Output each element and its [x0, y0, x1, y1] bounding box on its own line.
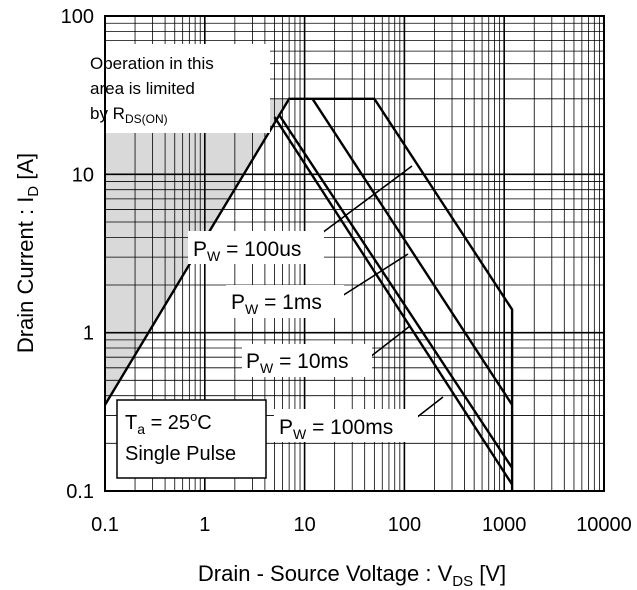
y-tick-label: 100 [61, 6, 94, 28]
pw-100ms-label-bg [274, 409, 418, 442]
conditions-box [116, 399, 267, 479]
x-tick-label: 100 [388, 514, 421, 536]
pw-1ms-line-leader [341, 253, 409, 297]
pw-100ms-line [273, 116, 514, 486]
conditions-line-2: Single Pulse [125, 443, 236, 465]
rds-on-note-line-1: Operation in this [90, 54, 214, 73]
rds-on-note-line-3: by RDS(ON) [90, 104, 168, 126]
y-tick-label: 1 [83, 323, 94, 345]
y-tick-label: 10 [72, 164, 94, 186]
conditions-line-1: Ta = 25oC [125, 409, 212, 437]
pw-1ms-label-bg [226, 285, 344, 318]
tick-labels: 0.1 1 10 100 1000 10000 0.1 1 10 100 [61, 6, 632, 536]
x-tick-label: 10 [293, 514, 315, 536]
pw-1ms-label: PW = 1ms [231, 291, 322, 317]
pw-10ms-label: PW = 10ms [246, 350, 349, 376]
label-leader-lines [321, 165, 444, 419]
plot-frame [104, 15, 605, 492]
pw-100ms-line-leader [415, 396, 444, 419]
pw-1ms-line [311, 98, 514, 406]
pw-10ms-label-bg [242, 344, 372, 377]
pw-100us-label-bg [188, 231, 324, 264]
series-lines [105, 97, 514, 491]
x-tick-label: 0.1 [91, 514, 119, 536]
x-tick-label: 1 [199, 514, 210, 536]
rds-on-note-line-2: area is limited [90, 79, 195, 98]
pw-10ms-line-leader [369, 325, 411, 358]
pw-10ms-line [277, 113, 514, 469]
pw-100us-line-leader [321, 165, 413, 234]
x-tick-label: 10000 [576, 514, 632, 536]
x-tick-label: 1000 [482, 514, 527, 536]
rds-on-note-box [82, 44, 270, 133]
pw-100us-label: PW = 100us [193, 238, 301, 264]
pw-100us-line [105, 97, 514, 491]
pw-100ms-label: PW = 100ms [279, 416, 393, 442]
y-tick-label: 0.1 [66, 481, 94, 503]
y-axis-label: Drain Current : ID [A] [13, 153, 42, 353]
x-axis-label: Drain - Source Voltage : VDS [V] [198, 561, 506, 590]
